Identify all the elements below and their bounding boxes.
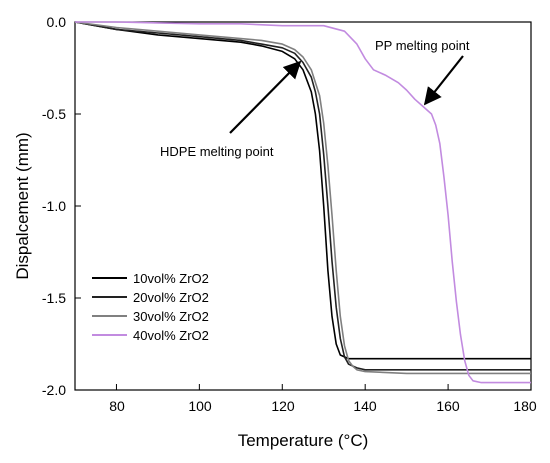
x-tick-label: 160: [436, 398, 460, 414]
pp-annotation-label: PP melting point: [375, 38, 470, 53]
x-tick-label: 140: [353, 398, 377, 414]
y-tick-labels: 0.0 -0.5 -1.0 -1.5 -2.0: [42, 14, 66, 398]
x-tick-label: 80: [109, 398, 125, 414]
x-tick-label: 180: [513, 398, 537, 414]
series-line-3: [74, 21, 531, 375]
x-tick-labels: 80 100 120 140 160 180: [109, 398, 537, 414]
y-axis-ticks: [75, 21, 81, 391]
x-tick-label: 120: [271, 398, 295, 414]
series-line-1: [74, 21, 531, 360]
y-tick-label: -0.5: [42, 106, 66, 122]
y-tick-label: -2.0: [42, 382, 66, 398]
x-axis-ticks: [115, 384, 532, 390]
hdpe-annotation-arrow: [229, 60, 302, 134]
annotations: HDPE melting point PP melting point: [160, 38, 470, 159]
pp-annotation-arrow: [423, 55, 464, 106]
legend-label-20vol: 20vol% ZrO2: [133, 290, 209, 305]
legend-label-30vol: 30vol% ZrO2: [133, 309, 209, 324]
y-tick-label: -1.0: [42, 198, 66, 214]
x-axis-title: Temperature (°C): [238, 431, 369, 450]
x-tick-label: 100: [188, 398, 212, 414]
legend-label-10vol: 10vol% ZrO2: [133, 271, 209, 286]
y-axis-title: Dispalcement (mm): [13, 132, 32, 279]
y-tick-label: -1.5: [42, 290, 66, 306]
series-layer: [74, 21, 531, 384]
series-line-2: [74, 21, 531, 371]
legend: 10vol% ZrO2 20vol% ZrO2 30vol% ZrO2 40vo…: [92, 271, 209, 343]
legend-label-40vol: 40vol% ZrO2: [133, 328, 209, 343]
y-tick-label: 0.0: [47, 14, 67, 30]
series-line-4: [75, 21, 531, 384]
hdpe-annotation-label: HDPE melting point: [160, 144, 274, 159]
